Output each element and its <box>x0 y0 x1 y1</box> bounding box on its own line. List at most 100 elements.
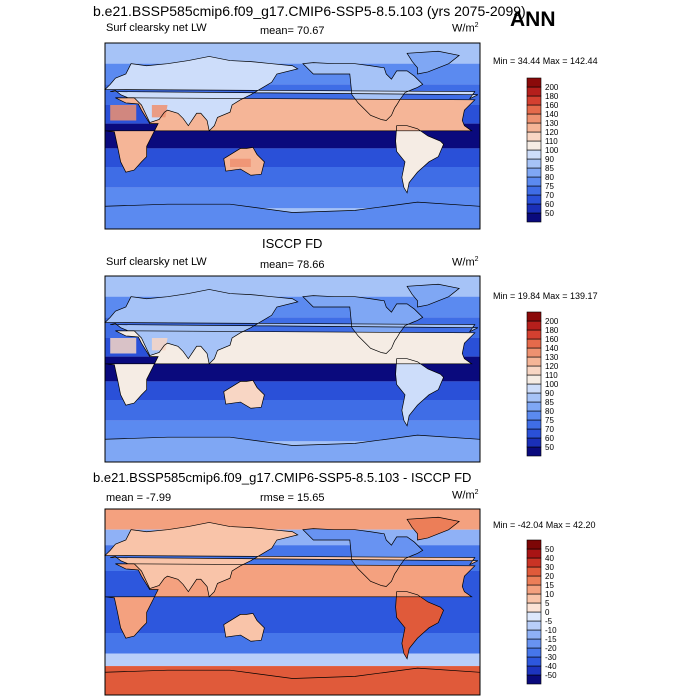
colorbar-obs-tick-label: 200 <box>545 317 559 326</box>
colorbar-diff-tick-label: 20 <box>545 572 554 581</box>
colorbar-diff-box-4 <box>526 638 542 649</box>
colorbar-obs-tick-label: 100 <box>545 380 559 389</box>
colorbar-obs-tick-label: 120 <box>545 362 559 371</box>
panel-diff-mean: mean = -7.99 <box>106 492 172 504</box>
colorbar-diff-box-2 <box>526 656 542 667</box>
colorbar-model-tick-label: 75 <box>545 182 554 191</box>
colorbar-model-tick-label: 180 <box>545 92 559 101</box>
colorbar-model-tick-label: 80 <box>545 173 554 182</box>
colorbar-obs-box-6 <box>526 392 542 403</box>
colorbar-obs-tick-label: 110 <box>545 371 558 380</box>
colorbar-obs-box-13 <box>526 329 542 340</box>
panel-obs-mean: mean= 78.66 <box>260 259 325 271</box>
colorbar-diff-box-6 <box>526 620 542 631</box>
colorbar-model-box-2 <box>526 194 542 205</box>
colorbar-diff-tick-label: 40 <box>545 554 554 563</box>
colorbar-model-box-11 <box>526 113 542 124</box>
colorbar-obs-box-4 <box>526 410 542 421</box>
colorbar-model-box-9 <box>526 131 542 142</box>
colorbar-obs-box-5 <box>526 401 542 412</box>
colorbar-obs-box-9 <box>526 365 542 376</box>
colorbar-diff-box-9 <box>526 593 542 604</box>
colorbar-obs-tick-label: 50 <box>545 443 554 452</box>
colorbar-model-box-4 <box>526 176 542 187</box>
colorbar-obs-box-7 <box>526 383 542 394</box>
panel-diff-title: b.e21.BSSP585cmip6.f09_g17.CMIP6-SSP5-8.… <box>93 470 472 485</box>
page-title: b.e21.BSSP585cmip6.f09_g17.CMIP6-SSP5-8.… <box>93 3 526 19</box>
colorbar-model-box-7 <box>526 149 542 160</box>
panel-diff-units: W/m2 <box>452 489 479 502</box>
colorbar-diff-box-8 <box>526 602 542 613</box>
colorbar-model-box-0 <box>526 212 542 223</box>
colorbar-obs-tick-label: 85 <box>545 398 554 407</box>
colorbar-diff-tick-label: -20 <box>545 644 557 653</box>
colorbar-model-box-1 <box>526 203 542 214</box>
colorbar-obs-tick-label: 80 <box>545 407 554 416</box>
panel-obs-title: ISCCP FD <box>262 236 323 251</box>
colorbar-diff-box-1 <box>526 665 542 676</box>
colorbar-model-box-15 <box>526 77 542 88</box>
colorbar-obs-box-10 <box>526 356 542 367</box>
colorbar-diff-box-3 <box>526 647 542 658</box>
colorbar-diff-box-5 <box>526 629 542 640</box>
colorbar-diff-tick-label: 50 <box>545 545 554 554</box>
colorbar-obs-box-14 <box>526 320 542 331</box>
colorbar-model-box-12 <box>526 104 542 115</box>
panel-obs-map <box>104 275 481 463</box>
panel-model-minmax: Min = 34.44 Max = 142.44 <box>493 56 598 66</box>
colorbar-obs-box-2 <box>526 428 542 439</box>
colorbar-obs-tick-label: 140 <box>545 344 559 353</box>
colorbar-model-tick-label: 90 <box>545 155 554 164</box>
colorbar-model-tick-label: 120 <box>545 128 559 137</box>
colorbar-model-tick-label: 100 <box>545 146 559 155</box>
panel-model-units: W/m2 <box>452 22 479 35</box>
colorbar-diff-box-12 <box>526 566 542 577</box>
colorbar-obs-box-15 <box>526 311 542 322</box>
colorbar-obs-box-8 <box>526 374 542 385</box>
colorbar-model-box-3 <box>526 185 542 196</box>
season-label: ANN <box>510 8 556 31</box>
colorbar-model-box-13 <box>526 95 542 106</box>
colorbar-model-box-10 <box>526 122 542 133</box>
colorbar-model-tick-label: 160 <box>545 101 559 110</box>
colorbar-diff-box-0 <box>526 674 542 685</box>
colorbar-model-box-14 <box>526 86 542 97</box>
colorbar-diff-tick-label: -5 <box>545 617 553 626</box>
colorbar-model-tick-label: 70 <box>545 191 554 200</box>
colorbar-diff-tick-label: -10 <box>545 626 557 635</box>
colorbar-diff-box-11 <box>526 575 542 586</box>
colorbar-obs-tick-label: 60 <box>545 434 554 443</box>
colorbar-model-tick-label: 140 <box>545 110 559 119</box>
panel-model-field-label: Surf clearsky net LW <box>106 22 207 34</box>
panel-obs-minmax: Min = 19.84 Max = 139.17 <box>493 291 598 301</box>
colorbar-model-box-5 <box>526 167 542 178</box>
colorbar-obs-box-12 <box>526 338 542 349</box>
colorbar-diff-box-10 <box>526 584 542 595</box>
colorbar-obs-tick-label: 160 <box>545 335 559 344</box>
panel-diff-rmse: rmse = 15.65 <box>260 492 325 504</box>
colorbar-obs-box-0 <box>526 446 542 457</box>
colorbar-diff-tick-label: -15 <box>545 635 557 644</box>
colorbar-obs-tick-label: 130 <box>545 353 559 362</box>
panel-obs-units: W/m2 <box>452 256 479 269</box>
panel-diff-map <box>104 508 481 696</box>
colorbar-diff-tick-label: -50 <box>545 671 557 680</box>
colorbar-model-tick-label: 110 <box>545 137 558 146</box>
colorbar-diff-tick-label: 30 <box>545 563 554 572</box>
panel-obs-field-label: Surf clearsky net LW <box>106 256 207 268</box>
colorbar-model-tick-label: 130 <box>545 119 559 128</box>
colorbar-obs-box-1 <box>526 437 542 448</box>
colorbar-obs-tick-label: 70 <box>545 425 554 434</box>
colorbar-obs-box-3 <box>526 419 542 430</box>
colorbar-diff-box-13 <box>526 557 542 568</box>
panel-model-map <box>104 42 481 230</box>
colorbar-model-box-6 <box>526 158 542 169</box>
colorbar-diff-tick-label: 15 <box>545 581 554 590</box>
colorbar-model-tick-label: 200 <box>545 83 559 92</box>
colorbar-model-tick-label: 85 <box>545 164 554 173</box>
colorbar-diff-tick-label: 0 <box>545 608 550 617</box>
colorbar-model-box-8 <box>526 140 542 151</box>
